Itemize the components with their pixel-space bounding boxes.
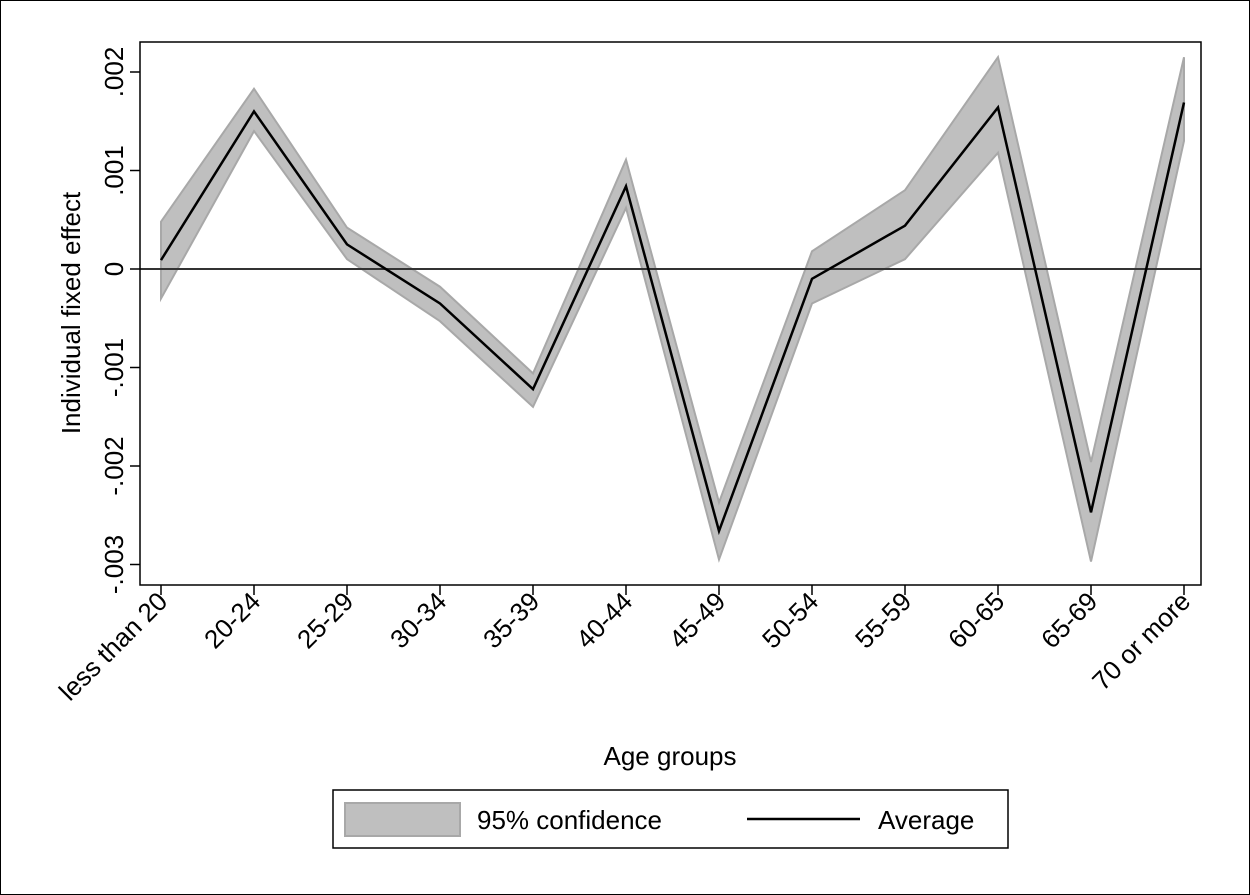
plot-area-border — [139, 41, 1202, 586]
y-axis-label: Individual fixed effect — [56, 191, 86, 434]
x-tick-label: 55-59 — [849, 586, 917, 654]
y-tick-label: -.002 — [99, 436, 129, 495]
x-tick-label: 50-54 — [756, 586, 824, 654]
y-tick-label: .002 — [99, 47, 129, 98]
y-tick-label: .001 — [99, 145, 129, 196]
legend: 95% confidence Average — [332, 789, 1009, 849]
x-tick-label: 70 or more — [1086, 586, 1196, 696]
average-line-layer — [159, 102, 1186, 536]
confidence-band — [160, 54, 1185, 563]
y-axis: .002 .001 0 -.001 -.002 -.003 — [99, 47, 140, 594]
x-tick-label: less than 20 — [53, 586, 173, 706]
x-axis-label: Age groups — [604, 741, 737, 771]
y-tick-label: 0 — [99, 262, 129, 276]
legend-label-confidence: 95% confidence — [477, 805, 662, 835]
x-tick-label: 30-34 — [384, 586, 452, 654]
legend-label-average: Average — [878, 805, 974, 835]
x-tick-label: 60-65 — [942, 586, 1010, 654]
x-tick-label: 45-49 — [663, 586, 731, 654]
x-tick-label: 40-44 — [570, 586, 638, 654]
legend-swatch-confidence — [344, 802, 461, 837]
y-tick-label: -.001 — [99, 338, 129, 397]
x-tick-label: 20-24 — [198, 586, 266, 654]
average-line — [159, 102, 1186, 536]
x-tick-label: 35-39 — [477, 586, 545, 654]
confidence-band-layer — [160, 54, 1185, 563]
y-tick-label: -.003 — [99, 535, 129, 594]
x-tick-label: 25-29 — [291, 586, 359, 654]
x-axis: less than 20 20-24 25-29 30-34 35-39 40-44 45-… — [53, 585, 1196, 706]
x-tick-label: 65-69 — [1035, 586, 1103, 654]
